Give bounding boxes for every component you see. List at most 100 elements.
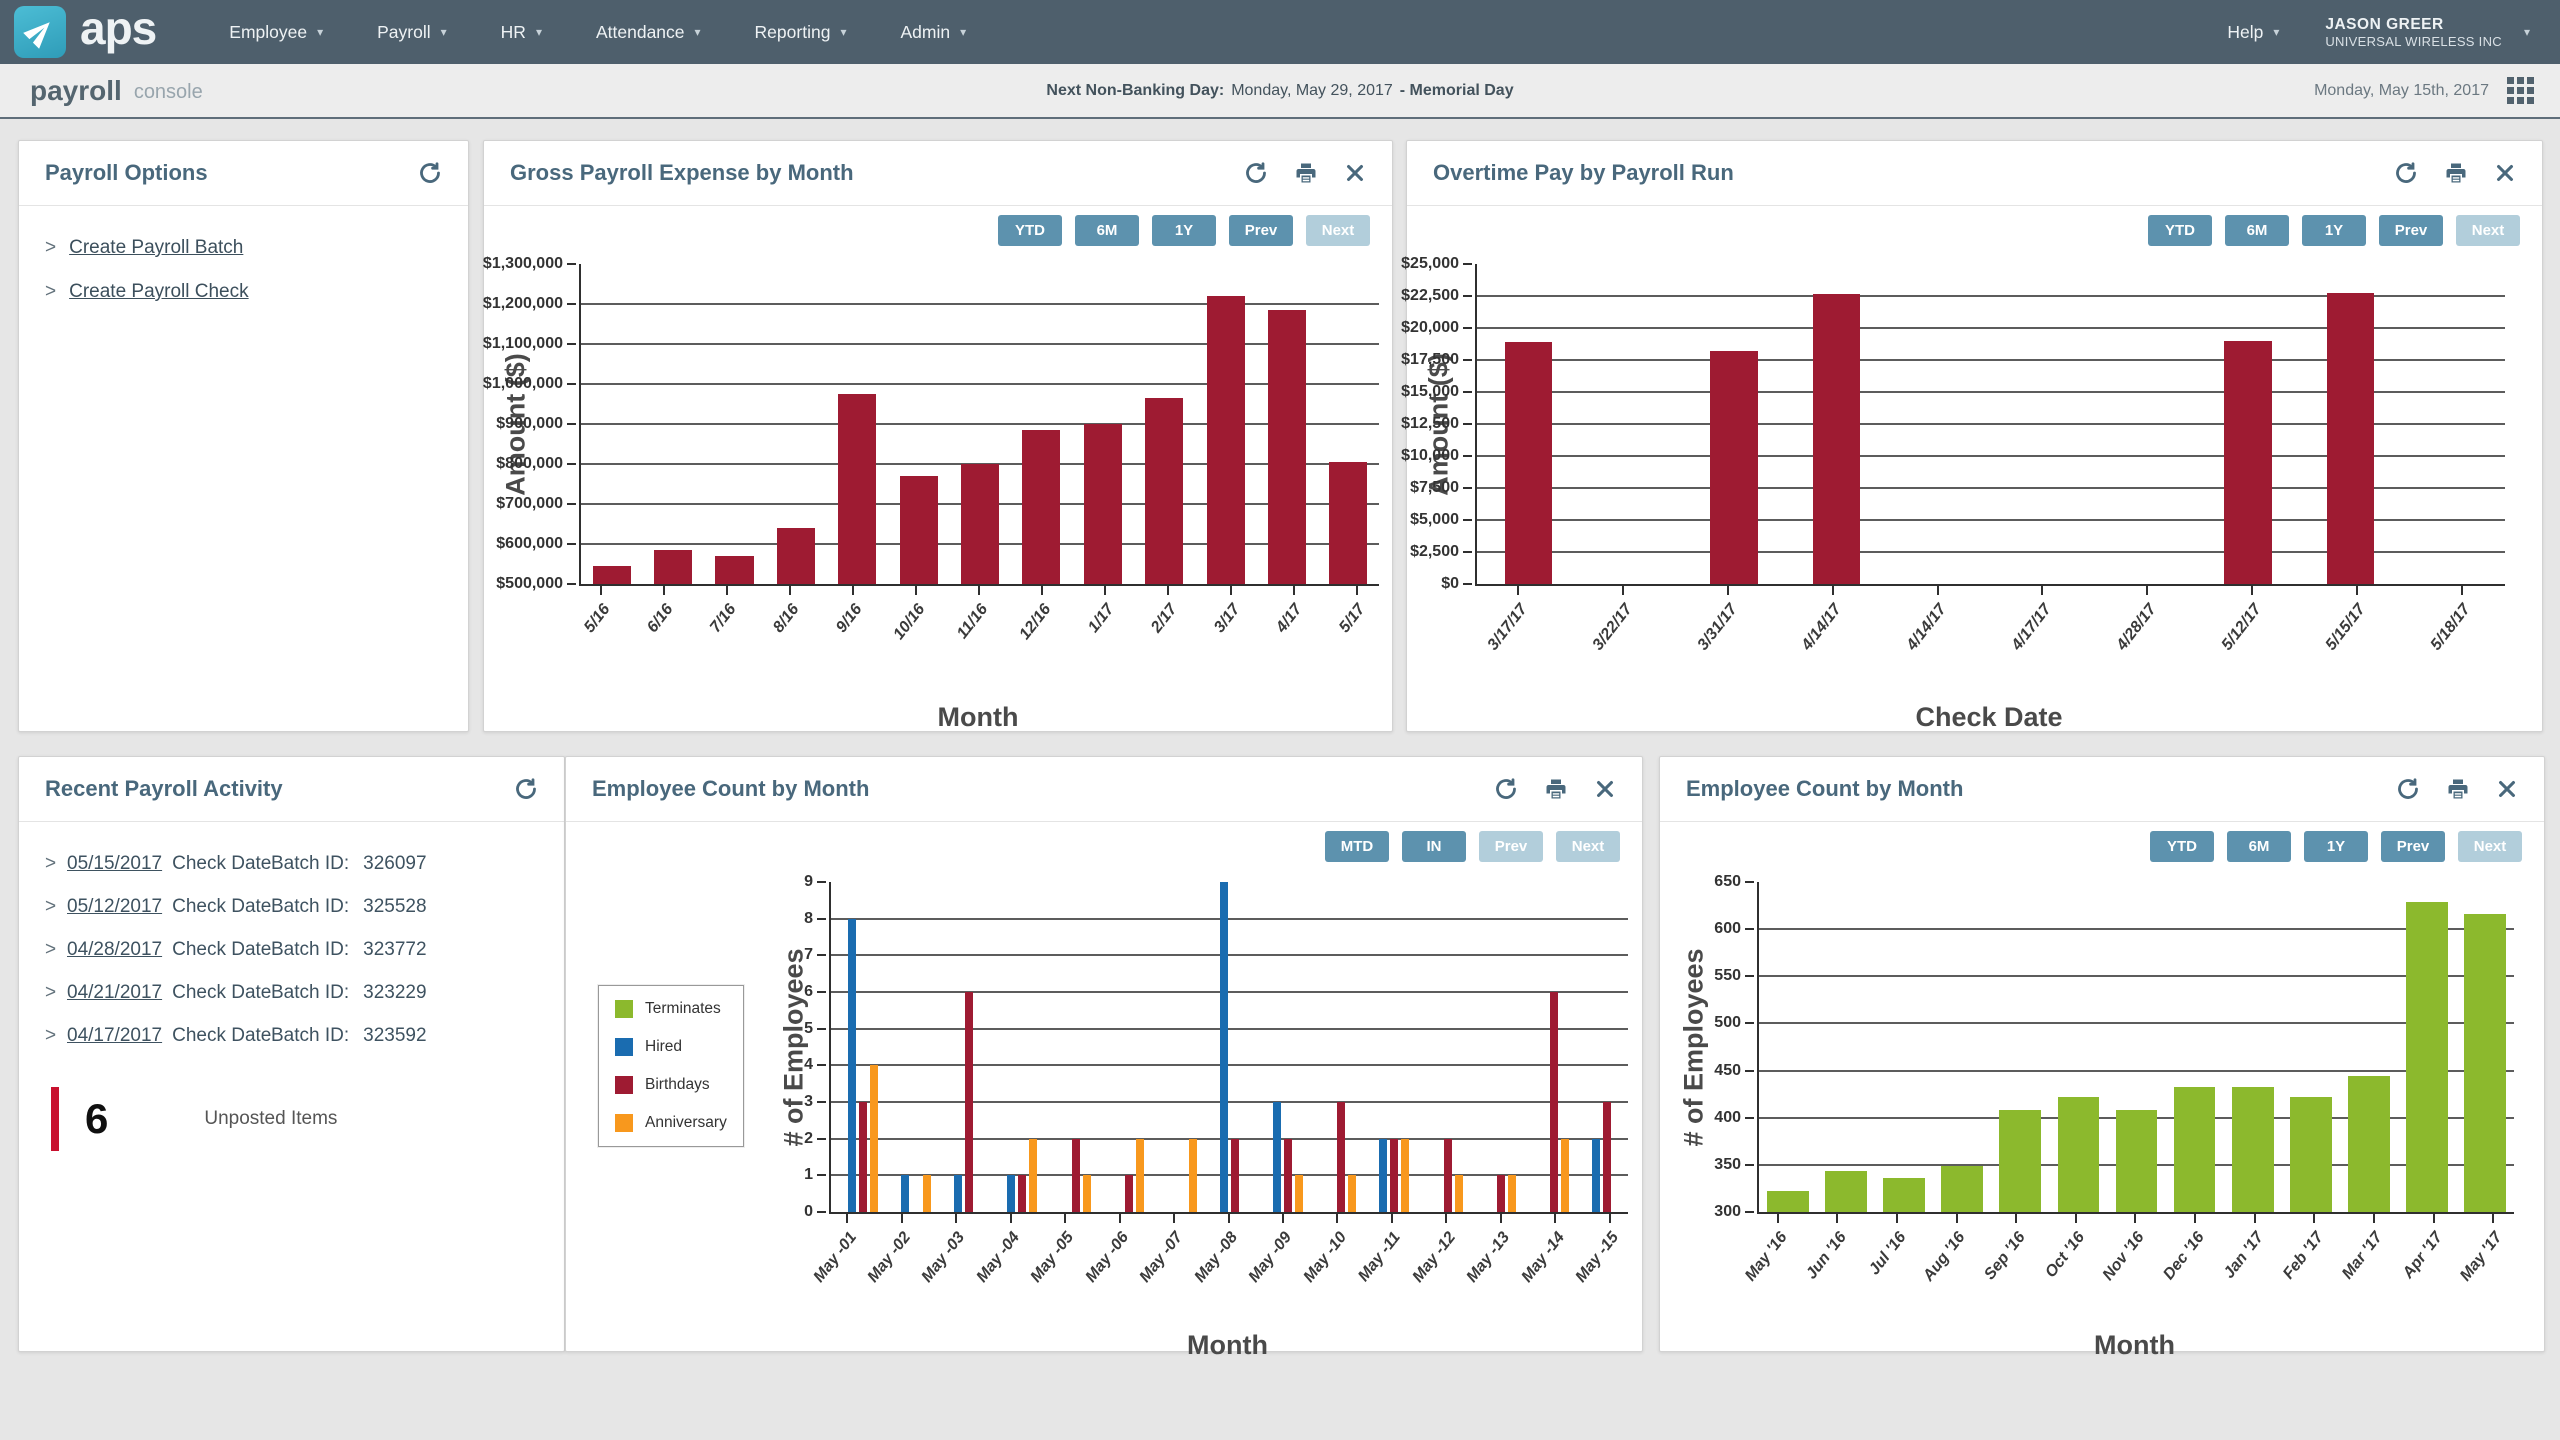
- bar-Jan '17: [2232, 1087, 2274, 1212]
- 1y-button[interactable]: 1Y: [2302, 215, 2366, 246]
- x-tick-label: May '17: [2462, 1214, 2522, 1334]
- bar-slot: [1150, 882, 1203, 1212]
- y-axis-ticks: 650600550500450400350300: [1660, 882, 1757, 1212]
- y-tick-label: 5: [804, 1020, 813, 1038]
- bar-slot: [1991, 264, 2094, 584]
- x-tick-label: 4/28/17: [2094, 586, 2199, 706]
- bar-slot: [1072, 264, 1133, 584]
- prev-button[interactable]: Prev: [2379, 215, 2443, 246]
- x-axis-labels: 3/17/173/22/173/31/174/14/174/14/174/17/…: [1465, 586, 2513, 706]
- bar-slot: [2299, 264, 2402, 584]
- bar-slot: [2094, 264, 2197, 584]
- x-tick-label: 9/16: [821, 586, 884, 706]
- 6m-button[interactable]: 6M: [2225, 215, 2289, 246]
- x-axis-labels: May '16Jun '16Jul '16Aug '16Sep '16Oct '…: [1747, 1214, 2522, 1334]
- mtd-button[interactable]: MTD: [1325, 831, 1389, 862]
- bar-slot: [1195, 264, 1256, 584]
- bar-slot: [765, 264, 826, 584]
- prev-button[interactable]: Prev: [1229, 215, 1293, 246]
- bullet: >: [45, 853, 67, 875]
- legend-item: Terminates: [615, 1000, 727, 1018]
- create-payroll-check-link[interactable]: Create Payroll Check: [69, 281, 249, 303]
- x-tick-label: 2/17: [1135, 586, 1198, 706]
- bar-hired-May -01: [848, 919, 856, 1212]
- menu-admin[interactable]: Admin ▾: [873, 0, 993, 64]
- batch-id-value: 325528: [363, 896, 426, 918]
- legend-swatch: [615, 1114, 633, 1132]
- y-tick-label: $25,000: [1401, 255, 1459, 273]
- x-axis-labels: May -01May -02May -03May -04May -05May -…: [819, 1214, 1636, 1334]
- 6m-button[interactable]: 6M: [1075, 215, 1139, 246]
- bar-slot: [1309, 882, 1362, 1212]
- row-type: Check Date: [172, 853, 271, 875]
- bar-3/31/17: [1710, 351, 1757, 584]
- y-tick-label: 300: [1714, 1203, 1741, 1221]
- x-tick-label: 5/15/17: [2303, 586, 2408, 706]
- create-payroll-batch-link[interactable]: Create Payroll Batch: [69, 237, 243, 259]
- bar-slot: [2456, 882, 2514, 1212]
- menu-payroll[interactable]: Payroll ▾: [350, 0, 474, 64]
- help-menu[interactable]: Help ▾: [2227, 22, 2279, 43]
- bar-slot: [1097, 882, 1150, 1212]
- bar-slot: [1888, 264, 1991, 584]
- menu-reporting[interactable]: Reporting ▾: [728, 0, 874, 64]
- legend-item: Birthdays: [615, 1076, 727, 1094]
- check-date-link[interactable]: 05/12/2017: [67, 896, 162, 918]
- 1y-button[interactable]: 1Y: [1152, 215, 1216, 246]
- menu-employee[interactable]: Employee ▾: [202, 0, 350, 64]
- bar-anniversary-May -13: [1508, 1175, 1516, 1212]
- legend-label: Anniversary: [645, 1114, 727, 1132]
- 6m-button[interactable]: 6M: [2227, 831, 2291, 862]
- y-tick-label: $22,500: [1401, 287, 1459, 305]
- user-menu[interactable]: JASON GREER UNIVERSAL WIRELESS INC ▾: [2325, 15, 2530, 49]
- bar-anniversary-May -04: [1029, 1139, 1037, 1212]
- activity-row: > 04/21/2017 Check Date Batch ID:323229: [19, 971, 564, 1014]
- brand-text[interactable]: aps: [80, 5, 156, 59]
- x-tick-label: 4/17/17: [1989, 586, 2094, 706]
- menu-attendance[interactable]: Attendance ▾: [569, 0, 728, 64]
- plot-area: [1475, 264, 2505, 586]
- prev-button[interactable]: Prev: [2381, 831, 2445, 862]
- y-tick-label: $7,500: [1410, 479, 1459, 497]
- bar-slot: [1256, 882, 1309, 1212]
- bar-slot: [990, 882, 1043, 1212]
- x-axis-title: Month: [579, 702, 1377, 733]
- bar-May '17: [2464, 914, 2506, 1212]
- ytd-button[interactable]: YTD: [998, 215, 1062, 246]
- check-date-link[interactable]: 04/17/2017: [67, 1025, 162, 1047]
- refresh-icon[interactable]: [418, 161, 442, 185]
- check-date-link[interactable]: 05/15/2017: [67, 853, 162, 875]
- in-button[interactable]: IN: [1402, 831, 1466, 862]
- check-date-link[interactable]: 04/28/2017: [67, 939, 162, 961]
- x-tick-label: Jul '16: [1866, 1214, 1926, 1334]
- bar-3/17: [1207, 296, 1245, 584]
- bar-anniversary-May -11: [1401, 1139, 1409, 1212]
- 1y-button[interactable]: 1Y: [2304, 831, 2368, 862]
- bar-5/15/17: [2327, 293, 2374, 584]
- prev-button: Prev: [1479, 831, 1543, 862]
- refresh-icon[interactable]: [514, 777, 538, 801]
- x-axis-title: Month: [1757, 1330, 2512, 1361]
- bar-Nov '16: [2116, 1110, 2158, 1212]
- aps-logo[interactable]: [14, 6, 66, 58]
- chevron-down-icon: ▾: [317, 26, 323, 38]
- dashboard-grid-icon[interactable]: [2507, 77, 2534, 104]
- check-date-link[interactable]: 04/21/2017: [67, 982, 162, 1004]
- y-tick-label: 400: [1714, 1109, 1741, 1127]
- y-tick-label: 1: [804, 1166, 813, 1184]
- y-tick-label: 2: [804, 1130, 813, 1148]
- ytd-button[interactable]: YTD: [2150, 831, 2214, 862]
- menu-hr[interactable]: HR ▾: [474, 0, 569, 64]
- ytd-button[interactable]: YTD: [2148, 215, 2212, 246]
- x-tick-label: 7/16: [695, 586, 758, 706]
- bar-1/17: [1084, 424, 1122, 584]
- bar-slot: [2224, 882, 2282, 1212]
- bar-slot: [1580, 264, 1683, 584]
- y-tick-label: 350: [1714, 1156, 1741, 1174]
- y-tick-label: 450: [1714, 1062, 1741, 1080]
- next-button: Next: [1306, 215, 1370, 246]
- y-tick-label: $700,000: [496, 495, 563, 513]
- bar-birthdays-May -13: [1497, 1175, 1505, 1212]
- bullet: >: [45, 1025, 67, 1047]
- bar-slot: [1203, 882, 1256, 1212]
